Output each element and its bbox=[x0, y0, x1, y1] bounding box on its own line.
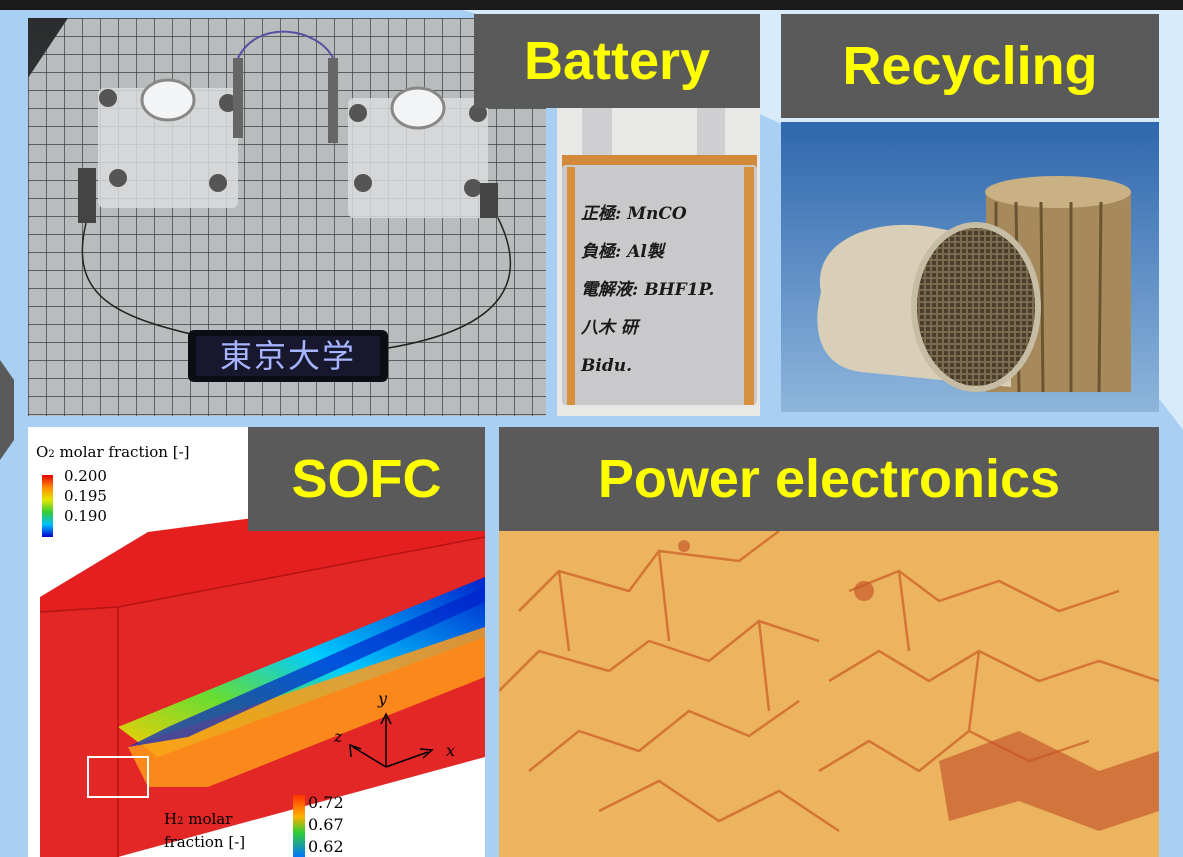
robot-left bbox=[78, 58, 243, 223]
axis-label-y: y bbox=[378, 689, 388, 708]
axes-indicator bbox=[349, 712, 434, 768]
robot-photo bbox=[28, 18, 546, 416]
power-electronics-micrograph bbox=[499, 531, 1159, 857]
axis-label-x: x bbox=[446, 741, 456, 760]
h2-tick-label: 0.62 bbox=[308, 837, 344, 856]
note-line: 正極: MnCO bbox=[581, 204, 687, 224]
h2-colorbar bbox=[293, 795, 305, 857]
sofc-simulation bbox=[39, 475, 485, 857]
battery-handwritten-note: 正極: MnCO 負極: Al製 電解液: BHF1P. 八木 研 Bidu. bbox=[581, 195, 751, 385]
o2-colorbar bbox=[42, 475, 53, 537]
h2-legend-title: H2 molar fraction [-] bbox=[164, 810, 246, 851]
power-electronics-label: Power electronics bbox=[499, 427, 1159, 531]
recycling-photo bbox=[781, 122, 1159, 412]
axis-label-z: z bbox=[334, 727, 343, 746]
battery-label: Battery bbox=[474, 14, 760, 108]
note-line: 八木 研 bbox=[581, 318, 638, 338]
o2-tick-label: 0.195 bbox=[64, 487, 107, 505]
o2-tick-label: 0.190 bbox=[64, 507, 107, 525]
recycling-label: Recycling bbox=[781, 14, 1159, 118]
robot-photo-panel: 東京大学 bbox=[28, 18, 546, 416]
honeycomb-cylinder bbox=[817, 222, 1041, 392]
battery-photo bbox=[557, 105, 760, 416]
note-line: 電解液: BHF1P. bbox=[581, 280, 715, 300]
battery-photo-panel: 正極: MnCO 負極: Al製 電解液: BHF1P. 八木 研 Bidu. bbox=[557, 105, 760, 416]
note-line: Bidu. bbox=[581, 356, 632, 376]
robot-right bbox=[328, 58, 498, 218]
led-badge-text: 東京大学 bbox=[219, 337, 356, 375]
h2-tick-label: 0.67 bbox=[308, 815, 344, 834]
o2-legend-title: O2 molar fraction [-] bbox=[36, 443, 190, 461]
h2-tick-label: 0.72 bbox=[308, 793, 344, 812]
recycling-photo-panel bbox=[781, 122, 1159, 412]
power-electronics-micrograph-panel bbox=[499, 531, 1159, 857]
sofc-label: SOFC bbox=[248, 427, 485, 531]
o2-tick-label: 0.200 bbox=[64, 467, 107, 485]
note-line: 負極: Al製 bbox=[581, 242, 664, 262]
